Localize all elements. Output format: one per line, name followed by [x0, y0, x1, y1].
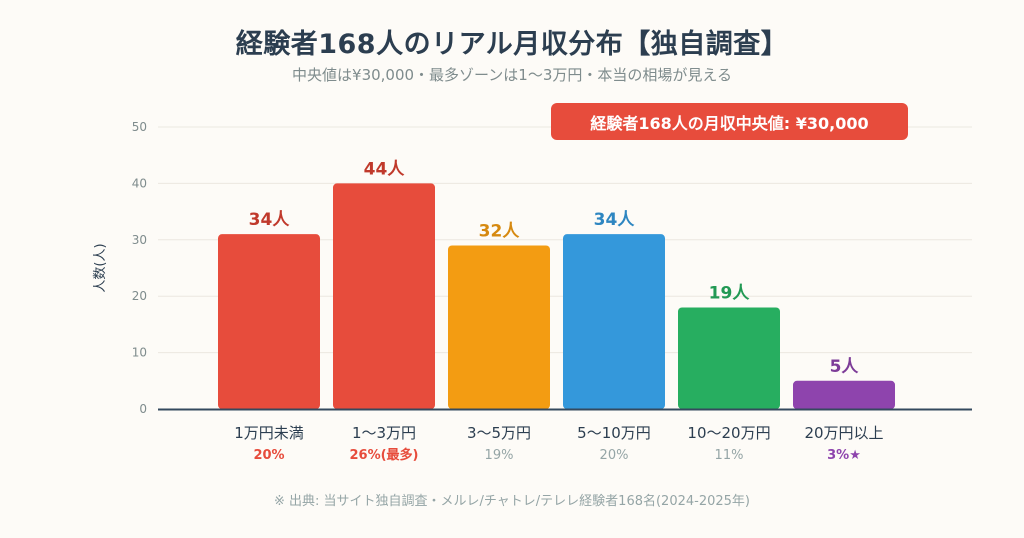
bar: [218, 234, 320, 409]
data-label: 19人: [709, 283, 751, 303]
category-label: 20万円以上: [804, 424, 883, 442]
y-tick-label: 30: [132, 233, 147, 247]
percent-label: 3%★: [827, 448, 861, 463]
chart-title: 経験者168人のリアル月収分布【独自調査】: [235, 29, 789, 60]
percent-label: 11%: [715, 448, 744, 463]
category-label: 1万円未満: [234, 424, 304, 442]
bar: [678, 307, 780, 409]
y-tick-label: 40: [132, 176, 147, 190]
x-axis-categories: 1万円未満 20% 1〜3万円 26%(最多) 3〜5万円 19% 5〜10万円 20% 10〜…: [234, 424, 883, 463]
percent-label: 20%: [253, 448, 284, 463]
percent-label: 26%(最多): [350, 447, 419, 463]
data-label: 5人: [830, 357, 860, 377]
y-tick-label: 0: [139, 402, 147, 416]
y-tick-label: 20: [132, 289, 147, 303]
y-axis-label: 人数(人): [93, 243, 108, 292]
bar: [793, 380, 895, 409]
chart-subtitle: 中央値は¥30,000・最多ゾーンは1〜3万円・本当の相場が見える: [292, 66, 732, 84]
category-label: 3〜5万円: [467, 424, 531, 442]
data-label: 34人: [249, 210, 291, 230]
y-tick-label: 50: [132, 120, 147, 134]
category-label: 10〜20万円: [687, 424, 770, 442]
data-label: 32人: [479, 221, 521, 241]
y-tick-label: 10: [132, 346, 147, 360]
median-badge: 経験者168人の月収中央値: ¥30,000: [551, 103, 908, 140]
category-label: 5〜10万円: [577, 424, 651, 442]
bar: [448, 245, 550, 409]
bars: [218, 183, 895, 409]
bar: [563, 234, 665, 409]
percent-label: 19%: [485, 448, 514, 463]
category-label: 1〜3万円: [352, 424, 416, 442]
data-label: 34人: [594, 210, 636, 230]
bar: [333, 183, 435, 409]
source-note: ※ 出典: 当サイト独自調査・メルレ/チャトレ/テレレ経験者168名(2024-…: [274, 494, 750, 509]
y-axis-ticks: 0 10 20 30 40 50: [132, 120, 147, 416]
data-labels: 34人 44人 32人 34人 19人 5人: [249, 159, 860, 376]
data-label: 44人: [364, 159, 406, 179]
percent-label: 20%: [600, 448, 629, 463]
